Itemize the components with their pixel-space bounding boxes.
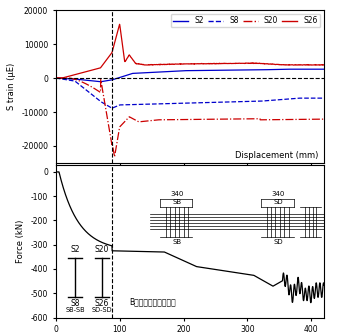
S20 bbox=[54, 76, 58, 80]
Text: SD: SD bbox=[273, 239, 283, 245]
Line: S8: S8 bbox=[56, 78, 324, 108]
Text: SD: SD bbox=[273, 199, 283, 205]
S2 bbox=[285, 67, 289, 71]
Text: SB: SB bbox=[172, 199, 182, 205]
S20 bbox=[70, 77, 75, 81]
S2 bbox=[284, 67, 288, 71]
Text: S2: S2 bbox=[70, 245, 80, 254]
S8 bbox=[225, 100, 229, 104]
Text: S26: S26 bbox=[95, 299, 109, 308]
S20 bbox=[257, 117, 262, 121]
S20 bbox=[210, 117, 214, 121]
Text: 340: 340 bbox=[271, 192, 285, 197]
S2 bbox=[225, 68, 229, 72]
Y-axis label: S train (μE): S train (μE) bbox=[6, 63, 15, 110]
Line: S2: S2 bbox=[56, 69, 324, 82]
S26 bbox=[217, 61, 221, 66]
S26 bbox=[257, 61, 262, 65]
Text: SD-SD: SD-SD bbox=[91, 306, 112, 312]
S8 bbox=[322, 96, 326, 100]
Text: Displacement (mm): Displacement (mm) bbox=[235, 151, 319, 160]
S20 bbox=[285, 118, 289, 122]
S8 bbox=[110, 106, 114, 110]
S26 bbox=[210, 61, 214, 66]
S26 bbox=[285, 63, 289, 67]
S20 bbox=[225, 117, 229, 121]
S2 bbox=[54, 76, 58, 80]
Legend: S2, S8, S20, S26: S2, S8, S20, S26 bbox=[171, 14, 320, 28]
S8 bbox=[210, 100, 214, 104]
S26 bbox=[225, 61, 229, 66]
S20 bbox=[112, 155, 117, 159]
S8 bbox=[54, 76, 58, 80]
S20 bbox=[322, 117, 326, 121]
S2 bbox=[210, 68, 214, 72]
Text: SB-SB: SB-SB bbox=[65, 306, 85, 312]
Text: S20: S20 bbox=[95, 245, 109, 254]
Text: B断架上量线同部面曲: B断架上量线同部面曲 bbox=[129, 297, 176, 306]
S2 bbox=[257, 68, 262, 72]
S8 bbox=[70, 79, 75, 83]
S8 bbox=[217, 100, 221, 104]
S26 bbox=[117, 22, 122, 26]
S2 bbox=[98, 80, 103, 84]
S2 bbox=[70, 77, 75, 81]
Text: S8: S8 bbox=[70, 299, 80, 308]
Line: S26: S26 bbox=[56, 24, 324, 78]
S8 bbox=[285, 97, 289, 101]
Text: SB: SB bbox=[172, 239, 182, 245]
Line: S20: S20 bbox=[56, 78, 324, 157]
S20 bbox=[217, 117, 221, 121]
Text: 340: 340 bbox=[170, 192, 184, 197]
S8 bbox=[257, 99, 262, 103]
S26 bbox=[322, 63, 326, 67]
S26 bbox=[70, 73, 75, 77]
S2 bbox=[217, 68, 221, 72]
S2 bbox=[322, 67, 326, 71]
Y-axis label: Force (kN): Force (kN) bbox=[16, 219, 25, 263]
S26 bbox=[54, 76, 58, 80]
